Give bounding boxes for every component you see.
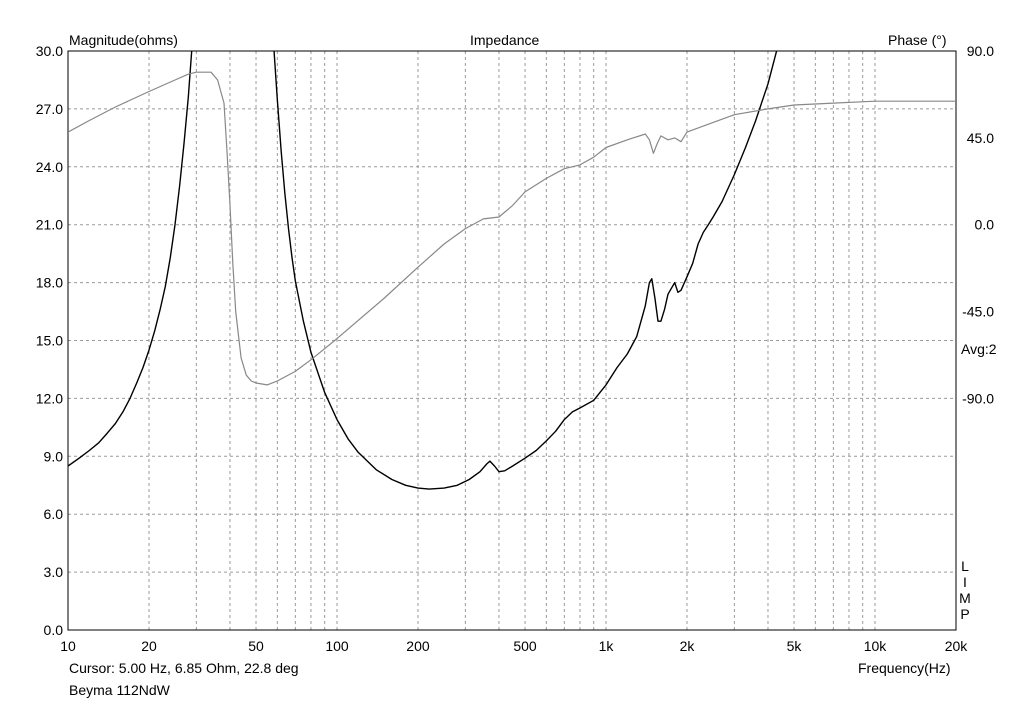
y-tick-label: 0.0 <box>44 622 64 638</box>
x-tick-label: 500 <box>513 638 537 654</box>
x-tick-label: 10 <box>60 638 76 654</box>
y-tick-label: 21.0 <box>36 217 63 233</box>
y2-axis-label: Phase (°) <box>888 32 947 48</box>
magnitude-series-line <box>68 51 778 490</box>
y-tick-label: 30.0 <box>36 43 63 59</box>
limp-letter-l: L <box>961 558 969 574</box>
y-tick-label: 15.0 <box>36 333 63 349</box>
y-tick-label: 24.0 <box>36 159 63 175</box>
y-tick-label: 12.0 <box>36 390 63 406</box>
y-tick-label: 9.0 <box>44 448 64 464</box>
limp-letter-m: M <box>959 590 971 606</box>
y-tick-label: 27.0 <box>36 101 63 117</box>
avg-label: Avg:2 <box>961 341 997 357</box>
limp-letter-p: P <box>960 606 970 622</box>
plot-border <box>67 50 957 631</box>
x-tick-label: 20 <box>141 638 157 654</box>
x-tick-label: 5k <box>787 638 803 654</box>
y-tick-label: 6.0 <box>44 506 64 522</box>
x-tick-label: 200 <box>406 638 430 654</box>
x-tick-label: 20k <box>945 638 969 654</box>
plot-frame: 10 20 50 100 200 500 1k 2k 5k 10k 20k 0.0 3.0 6.0 9.0 1… <box>36 43 994 654</box>
x-tick-label: 1k <box>599 638 615 654</box>
phase-series-line <box>68 71 956 386</box>
chart-title: Impedance <box>470 32 540 48</box>
grid-lines <box>68 51 956 630</box>
x-axis-label: Frequency(Hz) <box>858 660 951 676</box>
y2-tick-label: -90.0 <box>962 390 994 406</box>
y2-tick-label: 0.0 <box>975 217 995 233</box>
y-tick-label: 18.0 <box>36 275 63 291</box>
x-tick-label: 10k <box>864 638 888 654</box>
y-tick-label: 3.0 <box>44 564 64 580</box>
y2-tick-label: 90.0 <box>967 43 994 59</box>
series-group <box>68 51 956 490</box>
product-name: Beyma 112NdW <box>69 682 170 698</box>
y2-tick-label: 45.0 <box>967 130 994 146</box>
limp-letter-i: I <box>963 574 967 590</box>
cursor-readout: Cursor: 5.00 Hz, 6.85 Ohm, 22.8 deg <box>69 660 299 676</box>
x-tick-label: 100 <box>325 638 349 654</box>
x-tick-label: 50 <box>248 638 264 654</box>
y2-tick-label: -45.0 <box>962 304 994 320</box>
y-axis-label: Magnitude(ohms) <box>69 32 178 48</box>
x-tick-label: 2k <box>680 638 696 654</box>
